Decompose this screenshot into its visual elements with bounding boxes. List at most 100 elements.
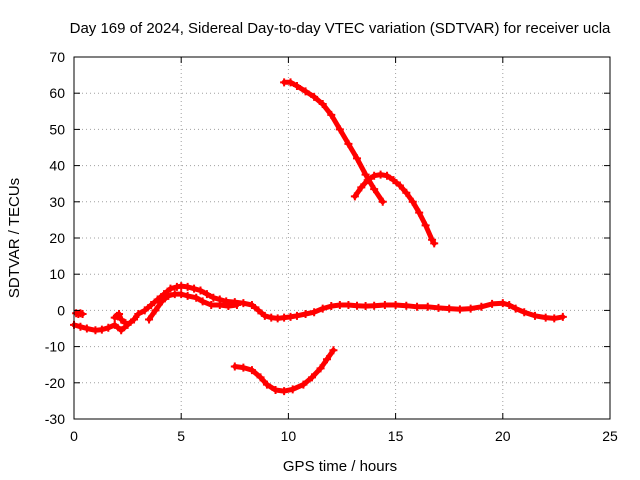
data-point (307, 373, 316, 382)
data-point (310, 92, 319, 101)
series-line (352, 172, 437, 246)
x-tick-label: 5 (177, 428, 185, 444)
data-series (70, 78, 567, 396)
data-point (121, 319, 130, 328)
data-point (299, 380, 308, 389)
data-point (115, 310, 124, 319)
data-point (230, 362, 239, 371)
data-point (130, 315, 139, 324)
y-tick-label: 0 (57, 302, 65, 318)
data-point (209, 293, 218, 302)
data-point (232, 300, 241, 309)
data-point (145, 315, 154, 324)
data-point (391, 300, 400, 309)
data-point (357, 183, 366, 192)
data-point (301, 87, 310, 96)
data-point (271, 386, 280, 395)
data-point (361, 170, 370, 179)
data-point (350, 192, 359, 201)
y-tick-label: 30 (49, 194, 65, 210)
series-high-descending (280, 78, 387, 206)
data-point (380, 300, 389, 309)
data-point (430, 239, 439, 248)
data-point (558, 312, 567, 321)
series-mid-arc (350, 170, 439, 248)
data-point (335, 125, 344, 134)
data-point (292, 81, 301, 90)
x-tick-label: 10 (281, 428, 297, 444)
series-main-band (70, 282, 567, 335)
data-point (104, 323, 113, 332)
data-point (541, 313, 550, 322)
data-point (318, 304, 327, 313)
data-point (183, 282, 192, 291)
series-start-fragment (72, 309, 87, 319)
data-point (370, 301, 379, 310)
data-point (134, 310, 143, 319)
data-point (402, 301, 411, 310)
data-point (363, 176, 372, 185)
data-point (192, 293, 201, 302)
x-tick-label: 25 (602, 428, 618, 444)
data-point (151, 306, 160, 315)
data-point (147, 300, 156, 309)
data-point (164, 291, 173, 300)
data-point (511, 304, 520, 313)
data-point (183, 291, 192, 300)
data-point (202, 290, 211, 299)
data-point (477, 302, 486, 311)
y-tick-label: 20 (49, 230, 65, 246)
data-point (445, 304, 454, 313)
x-tick-label: 20 (495, 428, 511, 444)
data-point (310, 308, 319, 317)
data-point (280, 387, 289, 396)
data-point (166, 284, 175, 293)
data-point (370, 185, 379, 194)
data-point (421, 221, 430, 230)
x-tick-label: 0 (70, 428, 78, 444)
data-point (361, 302, 370, 311)
data-point (288, 385, 297, 394)
data-point (110, 320, 119, 329)
data-point (327, 110, 336, 119)
data-point (402, 188, 411, 197)
data-point (239, 363, 248, 372)
data-point (207, 300, 216, 309)
data-point (520, 308, 529, 317)
y-tick-label: 40 (49, 158, 65, 174)
data-point (434, 303, 443, 312)
data-point (301, 310, 310, 319)
data-point (322, 355, 331, 364)
data-point (344, 139, 353, 148)
data-point (254, 306, 263, 315)
data-point (466, 304, 475, 313)
data-point (247, 366, 256, 375)
data-point (140, 306, 149, 315)
y-tick-label: -10 (45, 339, 65, 355)
series-early-bump (110, 310, 130, 328)
data-point (383, 171, 392, 180)
y-tick-label: 50 (49, 121, 65, 137)
data-point (292, 311, 301, 320)
series-negative-arc (230, 346, 338, 396)
grid-lines (74, 57, 610, 419)
data-point (415, 208, 424, 217)
y-tick-label: -20 (45, 375, 65, 391)
data-point (215, 300, 224, 309)
data-point (370, 171, 379, 180)
y-axis-label: SDTVAR / TECUs (6, 178, 23, 298)
y-tick-label: 60 (49, 85, 65, 101)
data-point (408, 197, 417, 206)
data-point (413, 302, 422, 311)
data-point (423, 302, 432, 311)
data-point (335, 300, 344, 309)
data-point (505, 300, 514, 309)
data-point (82, 324, 91, 333)
data-point (329, 346, 338, 355)
data-point (196, 286, 205, 295)
y-tick-label: -30 (45, 411, 65, 427)
data-point (239, 299, 248, 308)
data-point (117, 315, 126, 324)
data-point (395, 181, 404, 190)
chart-title: Day 169 of 2024, Sidereal Day-to-day VTE… (70, 20, 611, 37)
